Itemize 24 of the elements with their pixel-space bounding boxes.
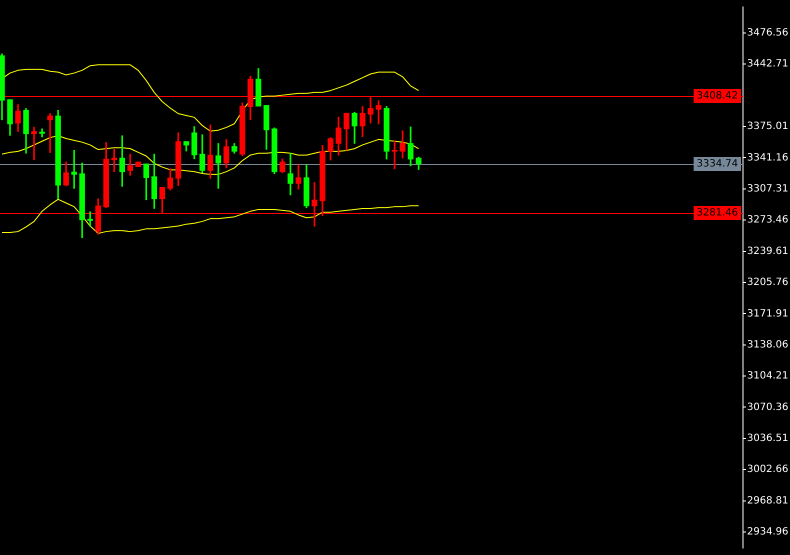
y-tick-label: 3442.71 — [747, 58, 788, 70]
y-tick-label: 3036.51 — [747, 433, 788, 444]
ref-line-label: 3334.74 — [696, 158, 738, 170]
y-tick-label: 3171.91 — [747, 308, 788, 320]
y-tick-label: 3375.01 — [747, 121, 788, 132]
y-tick-label: 3307.31 — [747, 183, 788, 194]
candlestick — [39, 128, 45, 138]
ref-line-label: 3408.42 — [696, 90, 738, 102]
candlestick — [47, 113, 53, 153]
y-tick-label: 3002.66 — [747, 464, 788, 476]
y-tick-label: 3341.16 — [747, 152, 788, 164]
y-tick-label: 3104.21 — [747, 370, 788, 382]
y-tick-label: 3476.56 — [747, 28, 788, 39]
y-tick-label: 2934.96 — [747, 526, 788, 538]
y-tick-label: 3239.61 — [747, 246, 788, 257]
y-tick-label: 3138.06 — [747, 339, 788, 350]
candlestick — [288, 152, 294, 196]
candlestick — [376, 100, 382, 124]
y-tick-label: 3273.46 — [747, 214, 788, 226]
y-tick-label: 3205.76 — [747, 277, 788, 288]
ref-line-label: 3281.46 — [696, 208, 738, 219]
candlestick — [31, 126, 37, 160]
y-tick-label: 3070.36 — [747, 402, 788, 413]
y-tick-label: 2968.81 — [747, 495, 788, 506]
